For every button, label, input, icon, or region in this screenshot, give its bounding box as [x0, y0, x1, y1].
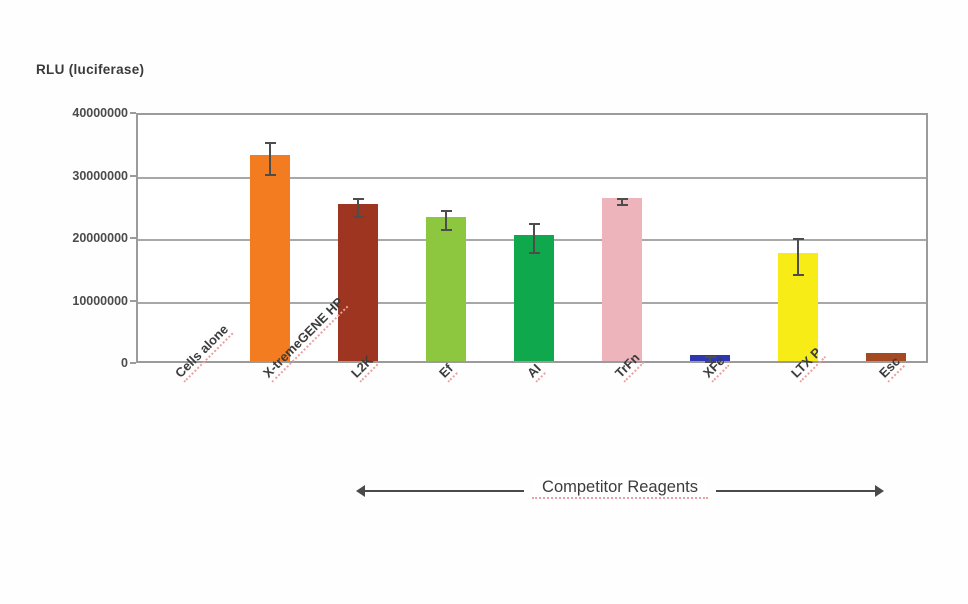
error-bar-cap	[616, 204, 628, 207]
error-bar-cap	[264, 141, 276, 144]
error-bar-cap	[264, 173, 276, 176]
y-tick-label: 40000000	[72, 106, 128, 120]
error-bar	[445, 210, 447, 232]
error-bar	[533, 223, 535, 255]
error-bar	[269, 141, 271, 176]
bar	[250, 154, 290, 361]
error-bar-cap	[792, 238, 804, 241]
annotation-line-left	[365, 490, 524, 492]
bar	[602, 197, 642, 361]
y-tick-mark	[130, 174, 136, 177]
annotation-line-right	[716, 490, 875, 492]
gridline	[138, 176, 926, 179]
error-bar-cap	[528, 223, 540, 226]
arrow-left-icon	[356, 485, 365, 497]
bar	[866, 352, 906, 361]
arrow-right-icon	[875, 485, 884, 497]
error-bar	[797, 238, 799, 276]
y-tick-label: 30000000	[72, 168, 128, 183]
error-bar	[357, 197, 359, 218]
bar	[514, 234, 554, 361]
competitor-reagents-annotation: Competitor Reagents	[356, 478, 884, 508]
y-tick-mark	[130, 112, 136, 114]
error-bar-cap	[352, 215, 364, 218]
error-bar-cap	[528, 252, 540, 255]
bar	[426, 216, 466, 361]
y-tick-mark	[130, 237, 136, 239]
error-bar	[709, 356, 711, 363]
y-tick-label: 20000000	[72, 231, 128, 245]
error-bar-cap	[704, 356, 716, 359]
y-tick-mark	[130, 362, 136, 364]
error-bar-cap	[440, 210, 452, 212]
y-axis-title: RLU (luciferase)	[36, 62, 145, 77]
x-axis-label: AI	[524, 360, 546, 383]
error-bar-cap	[352, 197, 364, 200]
error-bar-cap	[616, 197, 628, 200]
plot-area	[136, 113, 928, 363]
y-tick-mark	[130, 299, 136, 302]
x-axis-label: Ef	[436, 360, 458, 383]
error-bar-cap	[704, 360, 716, 363]
error-bar-cap	[440, 229, 452, 232]
error-bar-cap	[792, 273, 804, 276]
bar	[338, 203, 378, 361]
y-tick-label: 10000000	[72, 293, 128, 308]
annotation-label: Competitor Reagents	[532, 478, 708, 499]
y-tick-label: 0	[121, 356, 128, 370]
error-bar	[621, 197, 623, 207]
